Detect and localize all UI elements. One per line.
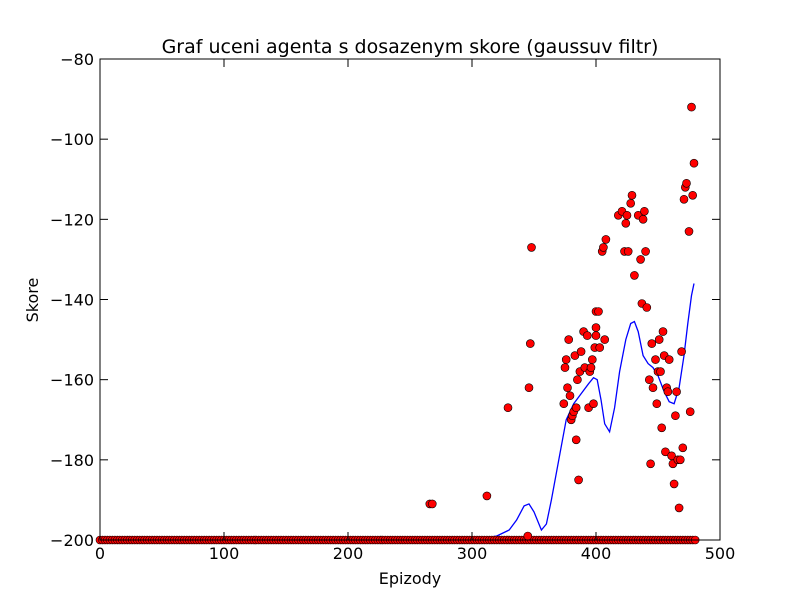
data-point xyxy=(671,411,680,421)
data-point xyxy=(642,303,652,312)
x-tick-label: 0 xyxy=(95,544,105,563)
data-point xyxy=(678,443,688,453)
x-tick-label: 500 xyxy=(705,544,736,563)
y-tick-label: −180 xyxy=(50,451,94,470)
data-point xyxy=(623,247,633,256)
data-point xyxy=(571,435,581,445)
data-point xyxy=(646,459,655,469)
data-point xyxy=(622,211,632,220)
data-point xyxy=(591,331,601,340)
data-point xyxy=(565,391,575,401)
data-point xyxy=(573,375,582,385)
data-point xyxy=(648,383,658,393)
y-tick-label: −200 xyxy=(50,531,94,550)
data-point xyxy=(561,355,571,364)
data-point xyxy=(527,243,536,252)
x-tick-label: 100 xyxy=(209,544,240,563)
data-point xyxy=(601,235,611,244)
data-point xyxy=(591,323,601,332)
data-point xyxy=(684,227,694,236)
data-point xyxy=(595,343,605,352)
data-point xyxy=(621,219,631,228)
chart-title: Graf uceni agenta s dosazenym skore (gau… xyxy=(162,36,659,58)
data-point xyxy=(587,355,597,364)
data-point xyxy=(503,403,513,413)
data-point xyxy=(559,399,569,409)
data-point xyxy=(652,399,662,409)
data-point xyxy=(677,347,686,356)
data-point xyxy=(564,335,574,344)
data-point xyxy=(679,195,689,204)
axes: 0 100 200 300 400 500 −80 −100 −120 −140 −160 −180 −… xyxy=(50,50,735,563)
data-point xyxy=(661,447,670,457)
x-tick-label: 200 xyxy=(333,544,364,563)
data-point xyxy=(589,399,598,409)
data-point xyxy=(525,339,535,348)
x-axis-label: Epizody xyxy=(379,569,442,588)
data-point xyxy=(688,191,698,200)
data-point xyxy=(600,335,610,344)
data-point xyxy=(630,271,639,280)
y-tick-label: −120 xyxy=(50,210,94,229)
data-point xyxy=(654,335,664,344)
y-tick-label: −140 xyxy=(50,291,94,310)
data-point xyxy=(638,215,648,224)
y-tick-label: −100 xyxy=(50,130,94,149)
data-point xyxy=(640,207,649,216)
data-point xyxy=(663,387,673,397)
data-point xyxy=(571,403,581,413)
data-point xyxy=(689,158,699,168)
data-point xyxy=(664,355,674,364)
x-tick-label: 300 xyxy=(457,544,488,563)
data-point xyxy=(570,351,580,360)
data-point xyxy=(574,475,583,485)
data-point xyxy=(599,243,608,252)
data-point xyxy=(586,363,596,372)
data-point xyxy=(682,179,691,188)
data-point xyxy=(524,383,534,393)
data-point xyxy=(644,375,654,385)
data-point xyxy=(687,102,696,112)
data-point xyxy=(636,255,645,264)
data-point xyxy=(674,503,684,513)
data-point xyxy=(651,355,660,364)
data-point xyxy=(582,331,592,340)
y-tick-label: −80 xyxy=(60,50,94,69)
data-point xyxy=(626,199,636,208)
data-point xyxy=(560,363,570,372)
data-point xyxy=(658,327,668,336)
data-point xyxy=(427,499,437,509)
x-tick-label: 400 xyxy=(581,544,612,563)
y-axis-label: Skore xyxy=(23,278,42,323)
data-point xyxy=(482,491,492,501)
data-point xyxy=(523,531,533,541)
y-tick-label: −160 xyxy=(50,371,94,390)
data-point xyxy=(576,347,586,356)
data-point xyxy=(656,367,665,376)
data-point xyxy=(672,387,681,397)
data-point xyxy=(657,423,667,433)
data-point xyxy=(641,247,650,256)
data-point xyxy=(669,479,679,489)
data-point xyxy=(647,339,657,348)
data-point xyxy=(563,383,572,393)
data-point xyxy=(594,307,603,316)
data-point xyxy=(685,407,695,417)
data-point xyxy=(627,191,637,200)
data-point xyxy=(675,455,685,465)
